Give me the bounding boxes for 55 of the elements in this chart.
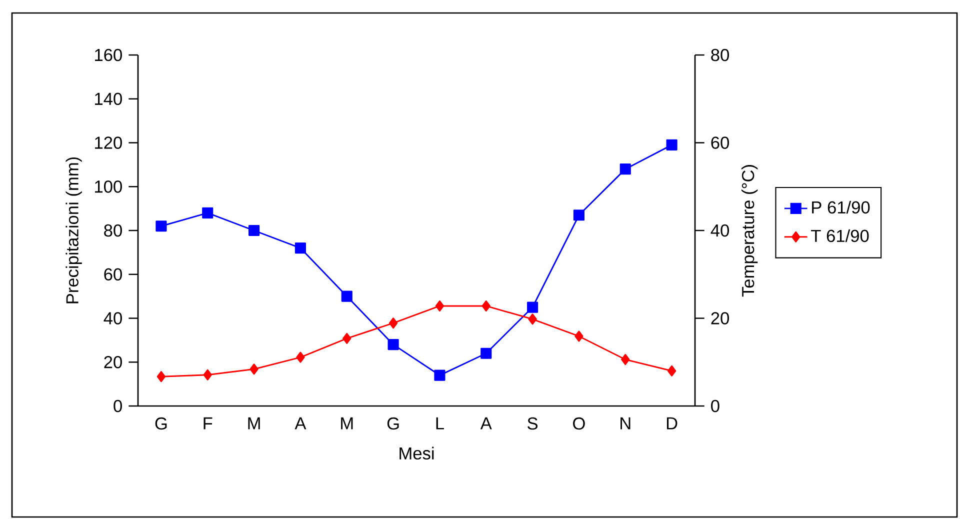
point <box>156 220 167 232</box>
x-tick-label: G <box>387 417 399 430</box>
x-tick-label: A <box>294 417 306 430</box>
point <box>388 339 399 350</box>
y-tick-label: 140 <box>95 92 122 106</box>
point <box>527 302 538 313</box>
point <box>156 371 166 382</box>
x-tick-label: D <box>666 417 678 430</box>
x-tick-label: S <box>528 417 538 430</box>
x-tick-label: M <box>248 417 260 430</box>
point <box>250 364 258 375</box>
point <box>573 210 584 221</box>
point <box>528 314 537 325</box>
point <box>621 354 630 366</box>
y-tick-label: 0 <box>114 400 122 412</box>
point <box>620 164 631 175</box>
point <box>482 300 490 312</box>
y-tick-label: 120 <box>95 136 122 149</box>
y-tick-label: 20 <box>104 356 122 368</box>
legend-label: P 61/90 <box>812 200 870 214</box>
y2-tick-label: 20 <box>711 312 729 324</box>
point <box>667 365 676 376</box>
point <box>294 242 306 254</box>
point <box>480 348 492 359</box>
y-axis-title: Precipitazioni (mm) <box>66 157 82 304</box>
point <box>574 330 584 342</box>
x-tick-label: O <box>573 417 585 430</box>
x-tick-label: F <box>204 417 212 430</box>
point <box>248 224 260 236</box>
point <box>666 139 678 150</box>
point <box>341 290 352 302</box>
x-tick-label: L <box>436 417 444 430</box>
x-tick-label: M <box>341 417 353 430</box>
x-tick-label: A <box>480 417 492 430</box>
y-tick-label: 100 <box>95 180 122 193</box>
point <box>435 300 444 312</box>
y2-tick-label: 60 <box>711 136 729 149</box>
x-axis-title: Mesi <box>400 446 434 460</box>
y2-tick-label: 80 <box>711 48 729 62</box>
legend-label: T 61/90 <box>811 229 869 242</box>
point <box>434 370 446 381</box>
y2-tick-label: 40 <box>710 224 729 237</box>
x-tick-label: G <box>155 417 167 430</box>
point <box>202 207 214 218</box>
y-tick-label: 40 <box>104 312 122 324</box>
y-tick-label: 80 <box>104 224 122 237</box>
point <box>388 318 398 329</box>
y2-tick-label: 0 <box>711 400 720 412</box>
y-tick-label: 60 <box>104 268 122 281</box>
point <box>342 332 352 344</box>
y-tick-label: 160 <box>95 48 122 62</box>
x-tick-label: N <box>620 417 630 430</box>
point <box>203 369 212 380</box>
y2-axis-title: Temperature (°C) <box>741 165 758 297</box>
point <box>296 352 305 363</box>
